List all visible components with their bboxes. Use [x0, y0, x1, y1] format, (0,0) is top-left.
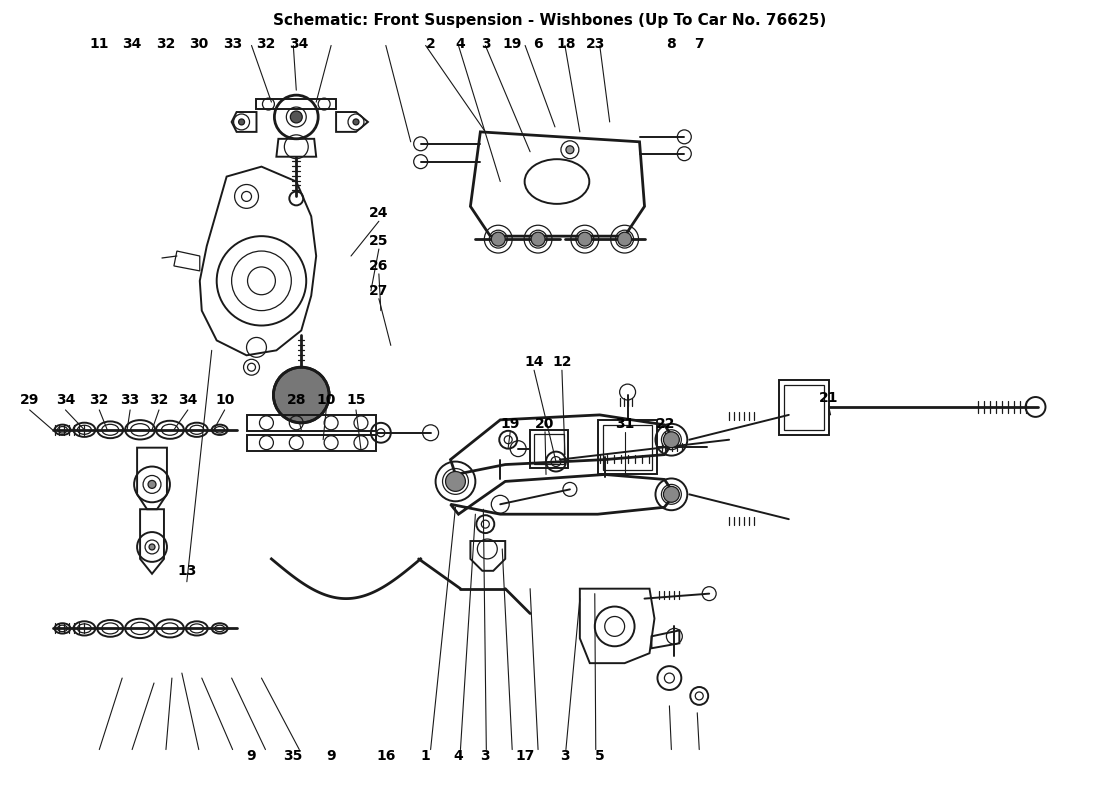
Text: 34: 34 [289, 38, 309, 51]
Text: 21: 21 [818, 391, 838, 405]
Text: 17: 17 [516, 749, 535, 762]
Text: 19: 19 [500, 417, 520, 431]
Text: 18: 18 [557, 38, 575, 51]
Text: 34: 34 [122, 38, 142, 51]
Text: 16: 16 [376, 749, 396, 762]
Text: 29: 29 [20, 393, 40, 407]
Circle shape [290, 111, 303, 123]
Bar [597, 420, 658, 474]
Circle shape [148, 544, 155, 550]
Circle shape [492, 232, 505, 246]
Text: 25: 25 [370, 234, 388, 248]
Text: 22: 22 [656, 417, 675, 431]
Text: 12: 12 [552, 355, 572, 370]
Circle shape [531, 232, 544, 246]
Circle shape [148, 481, 156, 488]
Text: 4: 4 [455, 38, 465, 51]
Text: 32: 32 [150, 393, 168, 407]
Text: 32: 32 [256, 38, 275, 51]
Text: 24: 24 [370, 206, 388, 220]
Text: 9: 9 [327, 749, 336, 762]
Text: 32: 32 [89, 393, 109, 407]
Text: 8: 8 [667, 38, 676, 51]
Text: 33: 33 [121, 393, 140, 407]
Text: 28: 28 [286, 393, 306, 407]
Circle shape [618, 232, 631, 246]
Text: 9: 9 [246, 749, 256, 762]
Text: 4: 4 [453, 749, 463, 762]
Text: 19: 19 [503, 38, 521, 51]
Bar [603, 425, 652, 470]
Text: 26: 26 [370, 259, 388, 273]
Text: Schematic: Front Suspension - Wishbones (Up To Car No. 76625): Schematic: Front Suspension - Wishbones … [274, 13, 826, 28]
Circle shape [446, 471, 465, 491]
Text: 2: 2 [426, 38, 436, 51]
Text: 27: 27 [370, 284, 388, 298]
Circle shape [663, 486, 680, 502]
Bar [530, 430, 568, 467]
Text: 11: 11 [89, 38, 109, 51]
Text: 1: 1 [421, 749, 430, 762]
Circle shape [565, 146, 574, 154]
Bar [784, 385, 824, 430]
Text: 30: 30 [189, 38, 208, 51]
Text: 35: 35 [284, 749, 302, 762]
Text: 31: 31 [615, 417, 635, 431]
Text: 5: 5 [595, 749, 605, 762]
Text: 3: 3 [482, 38, 491, 51]
Text: 6: 6 [534, 38, 543, 51]
Text: 32: 32 [156, 38, 176, 51]
Text: 20: 20 [536, 417, 554, 431]
Text: 34: 34 [178, 393, 198, 407]
Circle shape [663, 432, 680, 448]
Circle shape [578, 232, 592, 246]
Text: 33: 33 [223, 38, 242, 51]
Text: 3: 3 [481, 749, 491, 762]
Text: 10: 10 [214, 393, 234, 407]
Bar [779, 380, 828, 434]
Text: 15: 15 [346, 393, 365, 407]
Text: 34: 34 [56, 393, 75, 407]
Text: 14: 14 [525, 355, 543, 370]
Text: 23: 23 [586, 38, 605, 51]
Bar [535, 434, 564, 463]
Text: 7: 7 [694, 38, 704, 51]
Circle shape [353, 119, 359, 125]
Circle shape [239, 119, 244, 125]
Circle shape [274, 367, 329, 423]
Text: 13: 13 [177, 564, 197, 578]
Text: 3: 3 [560, 749, 570, 762]
Text: 10: 10 [317, 393, 336, 407]
